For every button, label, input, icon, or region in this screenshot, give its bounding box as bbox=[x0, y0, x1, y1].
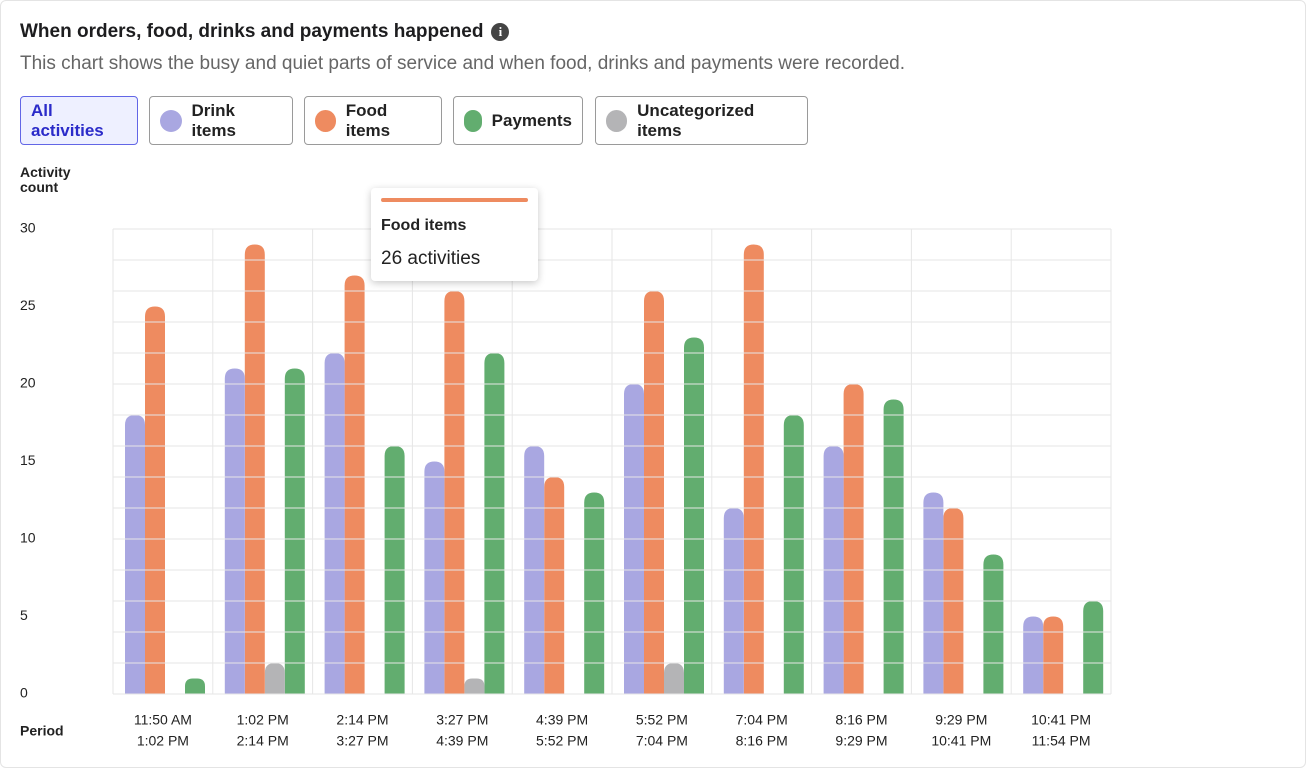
filter-button[interactable]: All activities bbox=[20, 96, 138, 145]
y-axis-label: Activity count bbox=[20, 165, 71, 195]
filter-button[interactable]: Uncategorized items bbox=[595, 96, 808, 145]
x-tick-label: 4:39 PM bbox=[436, 733, 488, 749]
bar bbox=[584, 492, 605, 694]
bar bbox=[424, 461, 445, 694]
y-tick-label: 10 bbox=[20, 530, 36, 546]
info-icon[interactable]: i bbox=[491, 23, 510, 41]
x-tick-label: 5:52 PM bbox=[536, 733, 588, 749]
y-axis-label-box: Activity count bbox=[20, 165, 71, 195]
tooltip-text: 26 activities bbox=[381, 248, 481, 269]
title-text: When orders, food, drinks and payments h… bbox=[20, 21, 484, 42]
bar bbox=[344, 275, 365, 694]
title: When orders, food, drinks and payments h… bbox=[20, 21, 510, 43]
bar bbox=[1043, 616, 1064, 694]
bar bbox=[684, 337, 704, 694]
bar bbox=[923, 492, 944, 694]
x-tick-label: 2:14 PM bbox=[336, 712, 388, 728]
filter-button[interactable]: Food items bbox=[304, 96, 442, 145]
tooltip: Food items 26 activities bbox=[371, 188, 538, 281]
bar bbox=[644, 291, 664, 694]
bar bbox=[145, 306, 165, 694]
x-tick-label: 7:04 PM bbox=[636, 733, 688, 749]
x-tick-label: 3:27 PM bbox=[336, 733, 388, 749]
y-tick-label: 0 bbox=[20, 685, 28, 701]
x-tick-label: 5:52 PM bbox=[636, 712, 688, 728]
bar bbox=[1083, 601, 1104, 694]
bar bbox=[983, 554, 1004, 694]
x-tick-label: 4:39 PM bbox=[536, 712, 588, 728]
bar bbox=[125, 415, 145, 694]
bar bbox=[224, 368, 245, 694]
x-tick-label: 3:27 PM bbox=[436, 712, 488, 728]
x-tick-label: 1:02 PM bbox=[137, 733, 189, 749]
y-tick-label: 30 bbox=[20, 220, 36, 236]
bar bbox=[1023, 616, 1044, 694]
x-tick-label: 11:50 AM bbox=[134, 712, 192, 728]
icon bbox=[315, 109, 336, 132]
button-label: Food items bbox=[345, 100, 391, 140]
x-tick-label: 9:29 PM bbox=[835, 733, 887, 749]
bar bbox=[264, 663, 285, 694]
bar bbox=[783, 415, 804, 694]
button-label: Uncategorized items bbox=[637, 100, 755, 140]
x-tick-label: 1:02 PM bbox=[237, 712, 289, 728]
bar bbox=[185, 678, 205, 694]
bar bbox=[743, 244, 764, 694]
x-tick-label: 8:16 PM bbox=[835, 712, 887, 728]
filter-button[interactable]: Payments bbox=[453, 96, 583, 145]
x-tick-label: 11:54 PM bbox=[1032, 733, 1091, 749]
tooltip-title: Food items bbox=[381, 217, 467, 234]
subtitle: This chart shows the busy and quiet part… bbox=[20, 53, 906, 74]
icon bbox=[606, 109, 628, 132]
filter-button[interactable]: Drink items bbox=[149, 96, 293, 145]
button-label: All activities bbox=[31, 100, 104, 140]
x-tick-label: 9:29 PM bbox=[935, 712, 987, 728]
bar bbox=[464, 678, 485, 694]
x-tick-label: 10:41 PM bbox=[931, 733, 991, 749]
y-tick-label: 20 bbox=[20, 375, 36, 391]
bar bbox=[484, 353, 505, 694]
bar bbox=[324, 353, 345, 694]
x-tick-label: 7:04 PM bbox=[736, 712, 788, 728]
x-tick-label: 8:16 PM bbox=[736, 733, 788, 749]
bar bbox=[284, 368, 305, 694]
tooltip-swatch bbox=[381, 198, 528, 202]
bar bbox=[444, 291, 465, 694]
bar bbox=[883, 399, 904, 694]
x-tick-label: 10:41 PM bbox=[1031, 712, 1091, 728]
icon bbox=[464, 109, 482, 132]
y-tick-label: 15 bbox=[20, 452, 36, 468]
x-axis-label: Period bbox=[20, 723, 64, 739]
y-tick-label: 5 bbox=[20, 607, 28, 623]
bar bbox=[664, 663, 684, 694]
x-tick-label: 2:14 PM bbox=[237, 733, 289, 749]
bar bbox=[544, 477, 565, 694]
button-label: Payments bbox=[491, 110, 572, 130]
icon bbox=[160, 109, 182, 132]
button-label: Drink items bbox=[191, 100, 236, 140]
y-tick-label: 25 bbox=[20, 297, 36, 313]
bar bbox=[244, 244, 265, 694]
